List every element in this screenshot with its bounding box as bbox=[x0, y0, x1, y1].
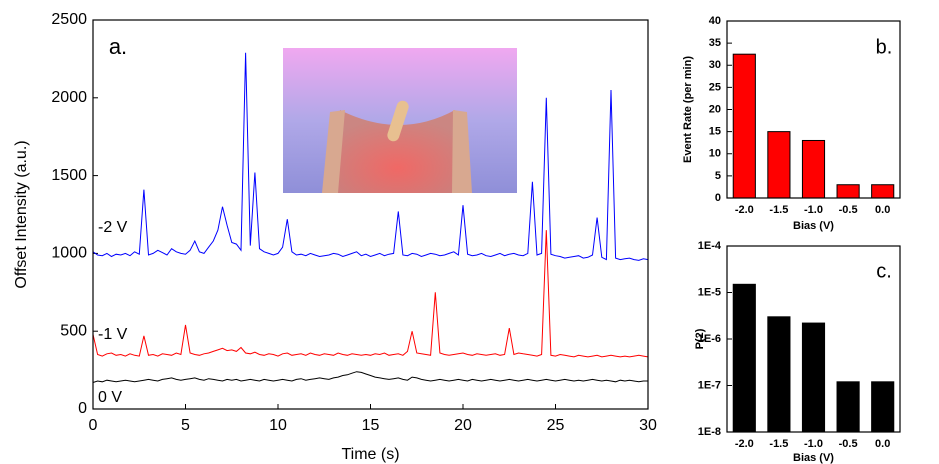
x-tick-label: -1.0 bbox=[804, 204, 823, 216]
y-tick-label: 25 bbox=[709, 81, 721, 93]
y-tick-label: 0 bbox=[78, 400, 87, 417]
x-tick-label: 5 bbox=[181, 417, 190, 434]
panel-label: a. bbox=[109, 34, 127, 59]
x-tick-label: -2.0 bbox=[735, 438, 754, 450]
y-axis-label: P(2) bbox=[694, 328, 706, 349]
trace-label: -1 V bbox=[98, 326, 128, 343]
y-tick-label: 1000 bbox=[51, 245, 87, 262]
x-tick-label: 0.0 bbox=[875, 204, 890, 216]
trace bbox=[92, 52, 649, 261]
x-axis-label: Bias (V) bbox=[793, 220, 834, 232]
plot-frame bbox=[92, 19, 649, 410]
y-tick-label: 15 bbox=[709, 126, 721, 138]
trace-label: 0 V bbox=[98, 389, 122, 406]
x-tick-label: -0.5 bbox=[839, 204, 858, 216]
y-tick-label: 1E-6 bbox=[698, 333, 721, 345]
y-tick-label: 40 bbox=[709, 15, 721, 27]
x-tick-label: -0.5 bbox=[839, 438, 858, 450]
x-tick-label: 0.0 bbox=[875, 438, 890, 450]
y-tick-label: 1E-5 bbox=[698, 286, 721, 298]
y-tick-label: 500 bbox=[60, 322, 87, 339]
x-tick-label: 15 bbox=[362, 417, 380, 434]
bar bbox=[732, 283, 756, 433]
x-axis-label: Bias (V) bbox=[793, 452, 834, 464]
x-tick-label: 30 bbox=[639, 417, 657, 434]
bar bbox=[871, 184, 895, 199]
x-tick-label: -1.5 bbox=[769, 438, 788, 450]
bar bbox=[836, 184, 860, 199]
bar bbox=[801, 139, 826, 199]
y-tick-label: 1E-8 bbox=[698, 426, 721, 438]
y-tick-label: 2000 bbox=[51, 89, 87, 106]
x-tick-label: -1.0 bbox=[804, 438, 823, 450]
y-tick-label: 1E-4 bbox=[698, 240, 722, 252]
y-tick-label: 20 bbox=[709, 103, 721, 115]
y-tick-label: 2500 bbox=[51, 11, 87, 28]
panel-label: b. bbox=[876, 36, 893, 58]
x-tick-label: -1.5 bbox=[769, 204, 788, 216]
y-tick-label: 1500 bbox=[51, 167, 87, 184]
plot-frame bbox=[726, 20, 901, 199]
y-axis-label: Offset Intensity (a.u.) bbox=[13, 140, 30, 288]
bar bbox=[732, 53, 756, 199]
x-axis-label: Time (s) bbox=[341, 446, 399, 463]
x-tick-label: 0 bbox=[89, 417, 98, 434]
y-tick-label: 10 bbox=[709, 148, 721, 160]
y-tick-label: 1E-7 bbox=[698, 379, 721, 391]
x-tick-label: 20 bbox=[454, 417, 472, 434]
trace bbox=[92, 371, 648, 383]
bar bbox=[767, 316, 791, 433]
bar bbox=[767, 131, 791, 199]
x-tick-label: -2.0 bbox=[735, 204, 754, 216]
plot-frame bbox=[726, 245, 901, 433]
x-tick-label: 10 bbox=[269, 417, 287, 434]
y-tick-label: 0 bbox=[715, 192, 721, 204]
trace-label: -2 V bbox=[98, 219, 128, 236]
bar bbox=[871, 381, 895, 433]
y-tick-label: 30 bbox=[709, 59, 721, 71]
y-tick-label: 5 bbox=[715, 170, 721, 182]
x-tick-label: 25 bbox=[547, 417, 565, 434]
bar bbox=[801, 322, 826, 433]
panel-label: c. bbox=[876, 260, 892, 282]
inset-image bbox=[283, 48, 517, 193]
trace bbox=[92, 230, 649, 358]
y-tick-label: 35 bbox=[709, 37, 721, 49]
bar bbox=[836, 381, 860, 433]
y-axis-label: Event Rate (per min) bbox=[682, 56, 694, 163]
